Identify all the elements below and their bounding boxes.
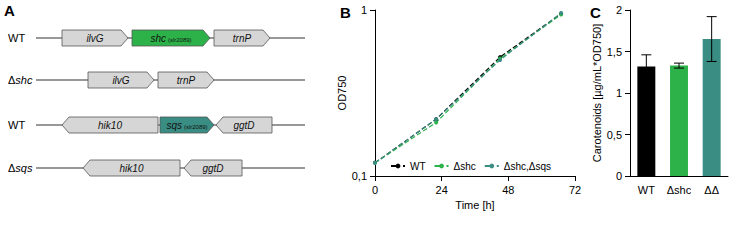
svg-text:Δshc: Δshc bbox=[454, 161, 476, 172]
svg-text:ilvG: ilvG bbox=[112, 75, 129, 86]
svg-text:2: 2 bbox=[616, 4, 622, 16]
svg-text:Δshc: Δshc bbox=[8, 74, 33, 86]
svg-text:48: 48 bbox=[502, 184, 514, 196]
svg-text:OD750: OD750 bbox=[336, 76, 348, 111]
svg-text:WT: WT bbox=[638, 184, 655, 196]
svg-text:ggtD: ggtD bbox=[233, 120, 254, 131]
svg-text:Δshc,Δsqs: Δshc,Δsqs bbox=[504, 161, 551, 172]
svg-text:Δsqs: Δsqs bbox=[8, 162, 33, 174]
svg-text:WT: WT bbox=[8, 32, 25, 44]
svg-text:0,5: 0,5 bbox=[607, 129, 622, 141]
svg-text:24: 24 bbox=[436, 184, 448, 196]
svg-text:shc(slr2089): shc(slr2089) bbox=[150, 33, 191, 44]
svg-text:ΔΔ: ΔΔ bbox=[704, 184, 719, 196]
svg-text:hik10: hik10 bbox=[120, 163, 144, 174]
svg-text:Carotenoids [µg/mL*OD750]: Carotenoids [µg/mL*OD750] bbox=[591, 24, 603, 162]
svg-text:0,1: 0,1 bbox=[352, 170, 367, 182]
svg-text:trnP: trnP bbox=[177, 75, 196, 86]
svg-text:ggtD: ggtD bbox=[202, 163, 223, 174]
svg-text:trnP: trnP bbox=[233, 33, 252, 44]
svg-text:Time [h]: Time [h] bbox=[455, 199, 494, 211]
svg-text:WT: WT bbox=[8, 119, 25, 131]
svg-text:ilvG: ilvG bbox=[86, 33, 103, 44]
svg-text:C: C bbox=[590, 4, 601, 21]
svg-text:1: 1 bbox=[616, 87, 622, 99]
svg-text:B: B bbox=[340, 4, 351, 21]
svg-text:Δshc: Δshc bbox=[667, 184, 692, 196]
svg-text:72: 72 bbox=[569, 184, 581, 196]
svg-text:1,5: 1,5 bbox=[607, 46, 622, 58]
svg-text:0: 0 bbox=[616, 170, 622, 182]
svg-text:WT: WT bbox=[410, 161, 426, 172]
svg-text:sqs(slr2089): sqs(slr2089) bbox=[166, 120, 207, 131]
svg-text:1: 1 bbox=[361, 4, 367, 16]
svg-text:hik10: hik10 bbox=[98, 120, 122, 131]
svg-text:A: A bbox=[4, 2, 15, 19]
svg-text:0: 0 bbox=[372, 184, 378, 196]
